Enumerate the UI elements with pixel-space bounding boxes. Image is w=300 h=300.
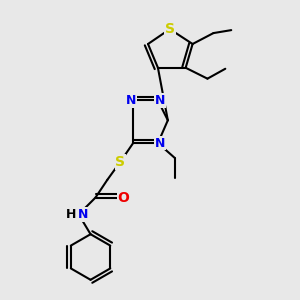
Text: H: H — [66, 208, 76, 221]
Text: N: N — [155, 94, 165, 107]
Text: N: N — [155, 136, 165, 150]
Text: N: N — [126, 94, 136, 107]
Text: O: O — [117, 190, 129, 205]
Text: N: N — [77, 208, 88, 221]
Text: S: S — [115, 155, 125, 169]
Text: S: S — [165, 22, 175, 36]
